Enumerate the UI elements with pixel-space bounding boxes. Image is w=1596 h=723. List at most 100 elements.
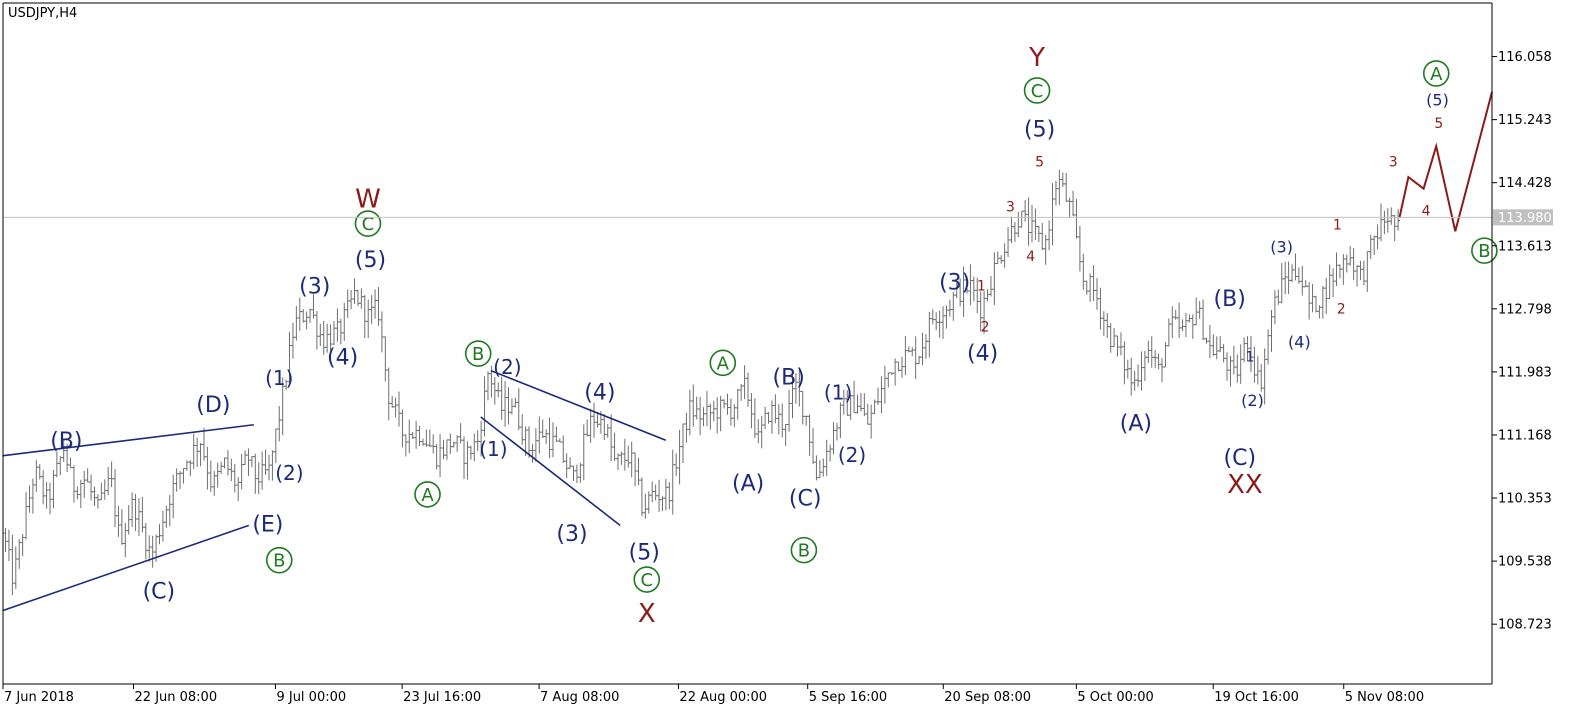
x-tick-label-6: 5 Sep 16:00 [809, 690, 888, 705]
wave-label-12: A [421, 485, 434, 506]
wave-label-17: (3) [556, 522, 587, 547]
wave-label-53: B [1478, 241, 1490, 262]
wave-label-30: 1 [977, 279, 986, 295]
wave-label-0: (B) [50, 429, 82, 454]
x-tick-label-10: 5 Nov 08:00 [1345, 690, 1424, 705]
y-tick-label-7: 110.353 [1498, 492, 1552, 507]
wave-label-49: 4 [1422, 203, 1431, 219]
wave-label-42: 1 [1245, 350, 1254, 366]
wave-label-10: C [362, 214, 375, 235]
wave-label-5: (1) [265, 366, 293, 390]
x-tick-label-0: 7 Jun 2018 [4, 690, 74, 705]
x-tick-label-2: 9 Jul 00:00 [276, 690, 346, 705]
wave-label-35: (5) [1024, 117, 1055, 142]
wave-label-32: 3 [1006, 200, 1015, 216]
wave-circle-53 [1471, 237, 1498, 264]
wave-label-33: 4 [1026, 249, 1035, 265]
wave-circle-21 [709, 349, 737, 377]
wave-label-23: (B) [773, 366, 805, 391]
wave-label-2: (C) [143, 579, 176, 604]
wave-label-47: 2 [1337, 302, 1346, 318]
wave-circle-19 [633, 566, 661, 593]
wave-label-48: 3 [1389, 155, 1398, 171]
wave-label-14: (2) [493, 355, 521, 379]
wave-label-38: (A) [1120, 411, 1152, 436]
chart-title: USDJPY,H4 [8, 6, 77, 21]
wave-label-29: (4) [967, 342, 998, 367]
y-tick-label-4: 112.798 [1498, 302, 1552, 317]
wave-label-20: X [638, 599, 656, 629]
trendline-0 [2, 423, 255, 457]
wave-label-3: (E) [252, 513, 283, 538]
wave-label-27: (2) [838, 443, 866, 467]
wave-circle-12 [414, 481, 441, 508]
wave-label-7: (3) [299, 274, 330, 299]
wave-label-44: (3) [1270, 238, 1293, 257]
y-tick-label-5: 111.983 [1498, 365, 1552, 380]
wave-label-15: (1) [479, 437, 507, 461]
y-tick-label-1: 115.243 [1498, 113, 1552, 128]
wave-label-13: B [472, 344, 484, 365]
wave-label-19: C [640, 570, 653, 591]
wave-circle-13 [464, 340, 492, 367]
wave-label-52: A [1430, 64, 1443, 85]
wave-label-18: (5) [629, 541, 660, 566]
x-tick-label-3: 23 Jul 16:00 [403, 690, 481, 705]
y-tick-label-6: 111.168 [1498, 428, 1552, 443]
wave-label-22: (A) [732, 472, 764, 497]
wave-label-1: (D) [196, 393, 230, 418]
wave-label-50: 5 [1434, 116, 1443, 132]
x-tick-label-8: 5 Oct 00:00 [1077, 690, 1153, 705]
projection-line [1398, 91, 1493, 232]
wave-label-8: (4) [327, 346, 358, 371]
wave-label-36: C [1031, 81, 1044, 102]
wave-label-21: A [717, 353, 730, 374]
y-tick-label-9: 108.723 [1498, 618, 1552, 633]
wave-label-37: Y [1028, 43, 1045, 73]
x-tick-label-9: 19 Oct 16:00 [1214, 690, 1299, 705]
y-tick-label-2: 114.428 [1498, 176, 1552, 191]
trendline-3 [480, 416, 621, 526]
wave-circle-4 [265, 546, 293, 574]
wave-label-41: XX [1227, 470, 1263, 500]
wave-label-9: (5) [355, 248, 386, 273]
wave-label-4: B [273, 551, 285, 572]
wave-label-16: (4) [584, 380, 615, 405]
wave-circle-52 [1422, 60, 1450, 87]
wave-label-45: (4) [1288, 333, 1311, 352]
x-tick-label-1: 22 Jun 08:00 [135, 690, 218, 705]
candles-layer [3, 169, 1401, 596]
x-tick-label-4: 7 Aug 08:00 [540, 690, 619, 705]
current-price-label: 113.980 [1498, 211, 1552, 226]
wave-labels-layer: (B)(D)(C)(E)B(1)(2)(3)(4)(5)CWAB(2)(1)(4… [50, 43, 1498, 629]
current-price-badge [1493, 209, 1553, 226]
trendline-2 [490, 369, 667, 441]
axes-layer: 116.058 115.243 114.428 113.613 112.798 111.9… [2, 2, 1553, 705]
wave-circle-25 [790, 536, 818, 564]
wave-label-6: (2) [275, 461, 303, 485]
wave-label-40: (C) [1224, 446, 1257, 471]
trendlines-layer [2, 369, 667, 612]
wave-label-39: (B) [1214, 287, 1246, 312]
wave-label-46: 1 [1333, 217, 1342, 233]
y-tick-label-3: 113.613 [1498, 239, 1552, 254]
wave-label-34: 5 [1035, 155, 1044, 171]
wave-label-43: (2) [1241, 391, 1264, 410]
wave-label-28: (3) [939, 271, 970, 296]
wave-circle-10 [354, 210, 382, 237]
x-tick-label-7: 20 Sep 08:00 [944, 690, 1031, 705]
wave-label-25: B [798, 541, 810, 562]
projection-layer [1398, 91, 1493, 232]
wave-label-51: (5) [1426, 90, 1449, 109]
wave-circle-36 [1023, 77, 1051, 104]
x-tick-label-5: 22 Aug 00:00 [679, 690, 767, 705]
y-tick-label-0: 116.058 [1498, 50, 1552, 65]
wave-label-11: W [355, 184, 381, 214]
wave-label-24: (C) [789, 486, 822, 511]
wave-label-26: (1) [824, 380, 852, 404]
y-tick-label-8: 109.538 [1498, 555, 1552, 570]
trendline-1 [2, 524, 250, 612]
wave-label-31: 2 [981, 320, 990, 336]
